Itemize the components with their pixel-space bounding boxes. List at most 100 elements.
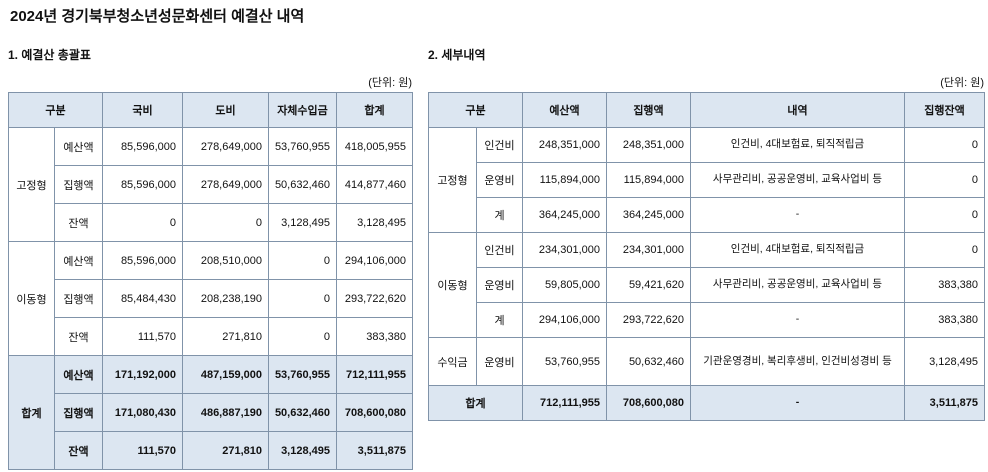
- header-cell: 구분: [8, 92, 103, 128]
- amount-cell: 53,760,955: [268, 355, 337, 394]
- table-row: 수익금 운영비 53,760,955 50,632,460 기관운영경비, 복리…: [428, 337, 985, 386]
- row-label-cell: 계: [476, 302, 523, 338]
- amount-cell: 708,600,080: [606, 385, 691, 421]
- amount-cell: 50,632,460: [268, 165, 337, 204]
- group-name-cell: 이동형: [8, 241, 55, 356]
- amount-cell: 3,511,875: [904, 385, 985, 421]
- amount-cell: 278,649,000: [182, 127, 269, 166]
- amount-cell: 383,380: [904, 267, 985, 303]
- amount-cell: 294,106,000: [522, 302, 607, 338]
- table-row: 잔액 0 0 3,128,495 3,128,495: [9, 203, 413, 242]
- amount-cell: 487,159,000: [182, 355, 269, 394]
- detail-section: 2. 세부내역 (단위: 원) 구분 예산액 집행액 내역 집행잔액 고정형 인…: [428, 46, 985, 421]
- header-cell: 도비: [182, 92, 269, 128]
- row-label-cell: 인건비: [476, 232, 523, 268]
- amount-cell: 50,632,460: [606, 337, 691, 386]
- detail-cell: 기관운영경비, 복리후생비, 인건비성경비 등: [690, 337, 905, 386]
- amount-cell: 111,570: [102, 317, 183, 356]
- amount-cell: 171,192,000: [102, 355, 183, 394]
- amount-cell: 85,596,000: [102, 165, 183, 204]
- amount-cell: 59,421,620: [606, 267, 691, 303]
- header-cell: 예산액: [522, 92, 607, 128]
- amount-cell: 383,380: [904, 302, 985, 338]
- detail-cell: -: [690, 385, 905, 421]
- detail-cell: 사무관리비, 공공운영비, 교육사업비 등: [690, 267, 905, 303]
- group-name-cell: 고정형: [428, 127, 477, 233]
- amount-cell: 271,810: [182, 317, 269, 356]
- header-row: 구분 예산액 집행액 내역 집행잔액: [428, 92, 985, 128]
- amount-cell: 712,111,955: [336, 355, 413, 394]
- detail-cell: -: [690, 302, 905, 338]
- total-row: 집행액 171,080,430 486,887,190 50,632,460 7…: [9, 393, 413, 432]
- amount-cell: 0: [268, 317, 337, 356]
- table-row: 계 364,245,000 364,245,000 - 0: [429, 197, 985, 233]
- amount-cell: 208,238,190: [182, 279, 269, 318]
- row-label-cell: 운영비: [476, 267, 523, 303]
- amount-cell: 708,600,080: [336, 393, 413, 432]
- amount-cell: 115,894,000: [606, 162, 691, 198]
- amount-cell: 278,649,000: [182, 165, 269, 204]
- row-label-cell: 집행액: [54, 279, 103, 318]
- table-row: 운영비 59,805,000 59,421,620 사무관리비, 공공운영비, …: [429, 267, 985, 303]
- detail-section-title: 2. 세부내역: [428, 48, 486, 62]
- amount-cell: 414,877,460: [336, 165, 413, 204]
- row-label-cell: 예산액: [54, 355, 103, 394]
- row-label-cell: 집행액: [54, 393, 103, 432]
- amount-cell: 0: [904, 127, 985, 163]
- row-label-cell: 잔액: [54, 431, 103, 470]
- summary-table: 구분 국비 도비 자체수입금 합계 고정형 예산액 85,596,000 278…: [8, 92, 413, 470]
- amount-cell: 3,128,495: [904, 337, 985, 386]
- amount-cell: 712,111,955: [522, 385, 607, 421]
- header-cell: 집행잔액: [904, 92, 985, 128]
- table-row: 이동형 인건비 234,301,000 234,301,000 인건비, 4대보…: [428, 232, 985, 338]
- amount-cell: 0: [102, 203, 183, 242]
- detail-cell: 사무관리비, 공공운영비, 교육사업비 등: [690, 162, 905, 198]
- row-label-cell: 예산액: [54, 241, 103, 280]
- amount-cell: 3,511,875: [336, 431, 413, 470]
- summary-section: 1. 예결산 총괄표 (단위: 원) 구분 국비 도비 자체수입금 합계 고정형…: [8, 46, 413, 470]
- row-label-cell: 계: [476, 197, 523, 233]
- detail-table-body: 고정형 인건비 248,351,000 248,351,000 인건비, 4대보…: [428, 127, 985, 421]
- amount-cell: 85,596,000: [102, 241, 183, 280]
- amount-cell: 293,722,620: [606, 302, 691, 338]
- amount-cell: 208,510,000: [182, 241, 269, 280]
- amount-cell: 3,128,495: [336, 203, 413, 242]
- amount-cell: 0: [182, 203, 269, 242]
- summary-table-body: 고정형 예산액 85,596,000 278,649,000 53,760,95…: [8, 127, 413, 470]
- group-name-cell: 수익금: [428, 337, 477, 386]
- summary-unit-note: (단위: 원): [368, 77, 412, 89]
- amount-cell: 3,128,495: [268, 431, 337, 470]
- group-name-cell: 합계: [8, 355, 55, 470]
- detail-cell: 인건비, 4대보험료, 퇴직적립금: [690, 232, 905, 268]
- group-name-cell: 고정형: [8, 127, 55, 242]
- table-row: 운영비 115,894,000 115,894,000 사무관리비, 공공운영비…: [429, 162, 985, 198]
- table-row: 고정형 예산액 85,596,000 278,649,000 53,760,95…: [8, 127, 413, 242]
- amount-cell: 111,570: [102, 431, 183, 470]
- header-cell: 국비: [102, 92, 183, 128]
- page-title: 2024년 경기북부청소년성문화센터 예결산 내역: [10, 8, 305, 25]
- amount-cell: 0: [904, 162, 985, 198]
- table-row: 집행액 85,596,000 278,649,000 50,632,460 41…: [9, 165, 413, 204]
- header-cell: 구분: [428, 92, 523, 128]
- amount-cell: 234,301,000: [606, 232, 691, 268]
- header-cell: 자체수입금: [268, 92, 337, 128]
- detail-cell: 인건비, 4대보험료, 퇴직적립금: [690, 127, 905, 163]
- table-row: 잔액 111,570 271,810 0 383,380: [9, 317, 413, 356]
- amount-cell: 3,128,495: [268, 203, 337, 242]
- amount-cell: 115,894,000: [522, 162, 607, 198]
- amount-cell: 0: [268, 279, 337, 318]
- header-cell: 집행액: [606, 92, 691, 128]
- detail-table-head: 구분 예산액 집행액 내역 집행잔액: [428, 92, 985, 128]
- group-name-cell: 이동형: [428, 232, 477, 338]
- detail-unit-note: (단위: 원): [940, 77, 984, 89]
- row-label-cell: 운영비: [476, 337, 523, 386]
- total-row: 잔액 111,570 271,810 3,128,495 3,511,875: [9, 431, 413, 470]
- amount-cell: 486,887,190: [182, 393, 269, 432]
- header-row: 구분 국비 도비 자체수입금 합계: [8, 92, 413, 128]
- summary-table-head: 구분 국비 도비 자체수입금 합계: [8, 92, 413, 128]
- amount-cell: 294,106,000: [336, 241, 413, 280]
- amount-cell: 234,301,000: [522, 232, 607, 268]
- row-label-cell: 잔액: [54, 203, 103, 242]
- total-label-cell: 합계: [428, 385, 523, 421]
- amount-cell: 0: [268, 241, 337, 280]
